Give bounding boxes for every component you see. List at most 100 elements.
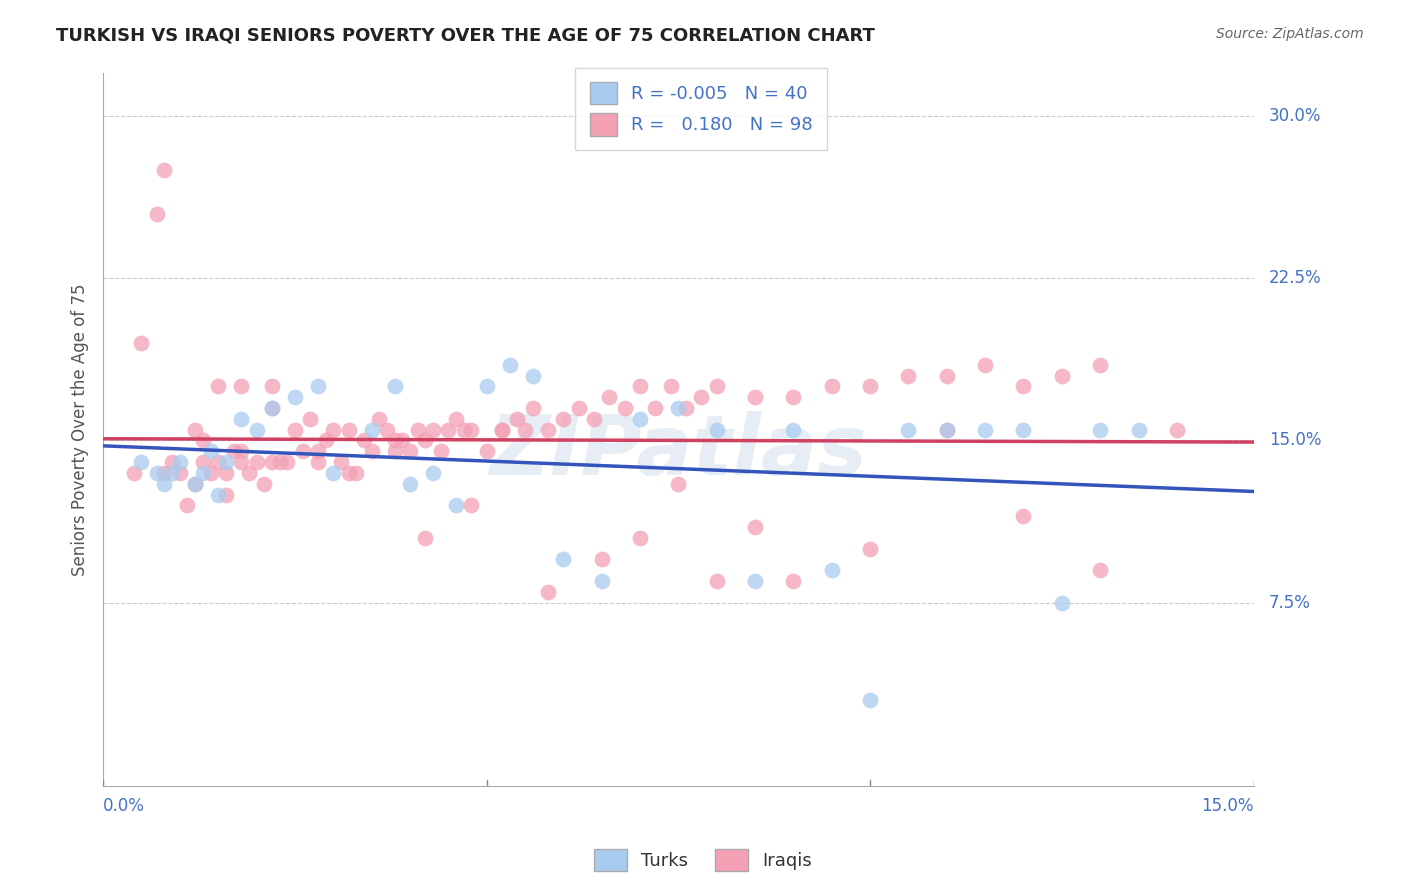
Point xyxy=(160,455,183,469)
Point xyxy=(475,379,498,393)
Legend: Turks, Iraqis: Turks, Iraqis xyxy=(586,842,820,879)
Y-axis label: Seniors Poverty Over the Age of 75: Seniors Poverty Over the Age of 75 xyxy=(72,284,89,576)
Point xyxy=(360,423,382,437)
Text: 7.5%: 7.5% xyxy=(1268,593,1310,612)
Point xyxy=(935,423,957,437)
Point xyxy=(215,466,238,480)
Point xyxy=(360,444,382,458)
Point xyxy=(344,466,367,480)
Point xyxy=(598,390,620,404)
Point xyxy=(1012,379,1035,393)
Point xyxy=(160,466,183,480)
Point xyxy=(260,379,283,393)
Point xyxy=(782,423,804,437)
Point xyxy=(859,692,882,706)
Point xyxy=(897,368,920,383)
Point xyxy=(131,336,153,351)
Point xyxy=(207,487,229,501)
Point xyxy=(284,423,307,437)
Point xyxy=(782,390,804,404)
Point xyxy=(666,476,689,491)
Point xyxy=(1012,509,1035,524)
Point xyxy=(1050,595,1073,609)
Point xyxy=(399,476,422,491)
Point xyxy=(200,466,222,480)
Point xyxy=(537,423,560,437)
Point xyxy=(974,358,997,372)
Point xyxy=(307,444,329,458)
Point xyxy=(935,368,957,383)
Point xyxy=(215,455,238,469)
Point xyxy=(176,498,198,512)
Point xyxy=(245,455,267,469)
Text: ZIPatlas: ZIPatlas xyxy=(489,410,868,491)
Point xyxy=(821,563,844,577)
Point xyxy=(744,520,766,534)
Point xyxy=(859,379,882,393)
Point xyxy=(744,574,766,588)
Point xyxy=(591,552,613,566)
Point xyxy=(122,466,145,480)
Point xyxy=(384,379,406,393)
Point xyxy=(260,401,283,415)
Point xyxy=(628,531,651,545)
Point xyxy=(974,423,997,437)
Text: 15.0%: 15.0% xyxy=(1268,432,1322,450)
Point xyxy=(460,423,482,437)
Point xyxy=(191,434,214,448)
Point xyxy=(231,455,253,469)
Point xyxy=(1012,423,1035,437)
Point xyxy=(553,552,575,566)
Point xyxy=(582,412,605,426)
Point xyxy=(422,423,444,437)
Point xyxy=(184,476,207,491)
Point xyxy=(384,434,406,448)
Point xyxy=(406,423,429,437)
Point xyxy=(238,466,260,480)
Point xyxy=(513,423,536,437)
Point xyxy=(613,401,636,415)
Point xyxy=(422,466,444,480)
Point xyxy=(337,466,360,480)
Point xyxy=(859,541,882,556)
Point xyxy=(260,455,283,469)
Point xyxy=(491,423,513,437)
Point xyxy=(307,379,329,393)
Point xyxy=(169,455,191,469)
Point xyxy=(553,412,575,426)
Point xyxy=(329,455,352,469)
Point xyxy=(207,379,229,393)
Point xyxy=(222,444,245,458)
Point xyxy=(307,455,329,469)
Point xyxy=(299,412,322,426)
Point xyxy=(522,368,544,383)
Point xyxy=(399,444,422,458)
Point xyxy=(498,358,520,372)
Point xyxy=(375,423,398,437)
Point xyxy=(1050,368,1073,383)
Point xyxy=(628,379,651,393)
Point xyxy=(260,401,283,415)
Point xyxy=(413,531,436,545)
Point xyxy=(591,574,613,588)
Point xyxy=(207,455,229,469)
Point xyxy=(491,423,513,437)
Point xyxy=(413,434,436,448)
Point xyxy=(153,163,176,178)
Point xyxy=(475,444,498,458)
Point xyxy=(153,466,176,480)
Point xyxy=(522,401,544,415)
Point xyxy=(368,412,391,426)
Point xyxy=(322,466,344,480)
Point xyxy=(153,476,176,491)
Point xyxy=(1128,423,1150,437)
Point xyxy=(1088,358,1111,372)
Text: Source: ZipAtlas.com: Source: ZipAtlas.com xyxy=(1216,27,1364,41)
Point xyxy=(429,444,451,458)
Point xyxy=(245,423,267,437)
Point xyxy=(131,455,153,469)
Point xyxy=(1088,563,1111,577)
Point xyxy=(253,476,276,491)
Point xyxy=(690,390,713,404)
Point xyxy=(146,466,169,480)
